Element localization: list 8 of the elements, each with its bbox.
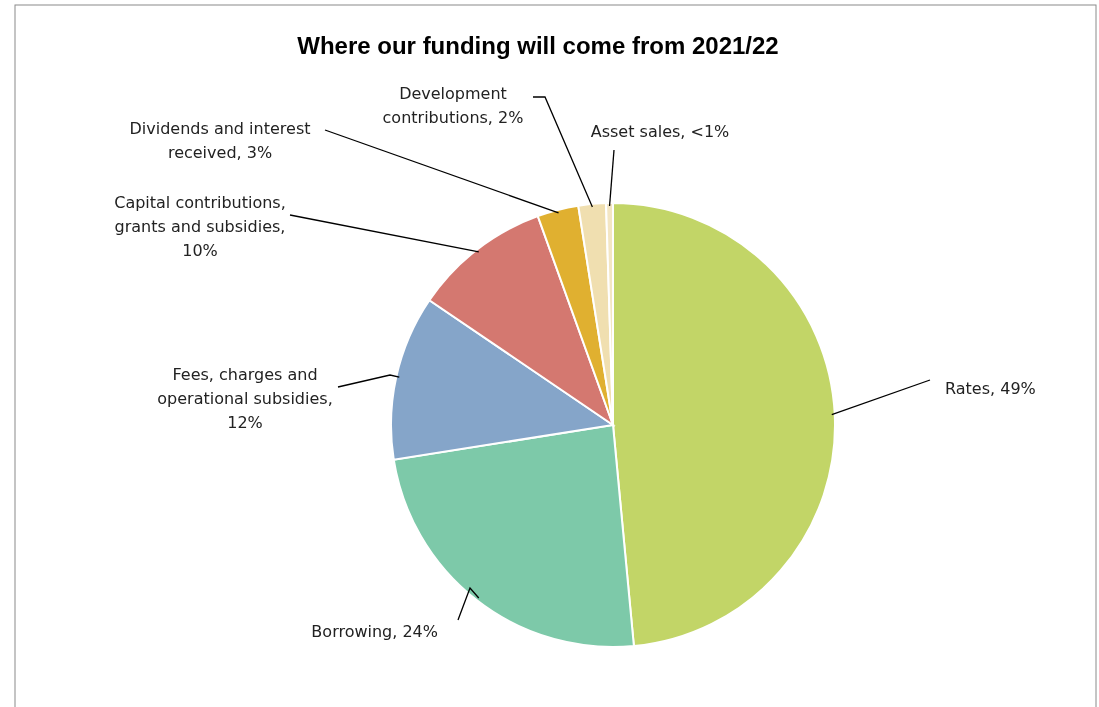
slice-label: Rates, 49% (945, 379, 1036, 398)
chart-title: Where our funding will come from 2021/22 (297, 32, 779, 59)
slice-label: Development contributions, 2% (382, 84, 524, 127)
slice-label: Capital contributions, grants and subsidies, 10% (114, 193, 286, 260)
slice-label: Asset sales, <1% (590, 122, 730, 141)
slice-label: Fees, charges and operational subsidies, 12% (157, 365, 333, 432)
slice-label: Borrowing, 24% (311, 622, 438, 641)
slice-label: Dividends and interest received, 3% (129, 119, 311, 162)
